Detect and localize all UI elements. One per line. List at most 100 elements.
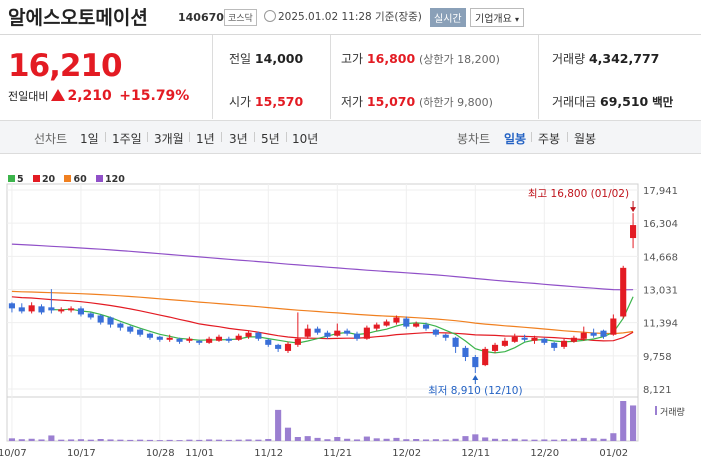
candle-body bbox=[334, 330, 341, 336]
candle-body bbox=[206, 338, 213, 343]
volume-bar bbox=[8, 438, 15, 441]
separator bbox=[254, 132, 255, 142]
period-10y[interactable]: 10년 bbox=[292, 132, 319, 146]
x-tick-label: 12/11 bbox=[461, 448, 490, 459]
up-triangle-icon bbox=[51, 89, 66, 101]
ma120-line bbox=[11, 243, 634, 291]
candle-body bbox=[324, 332, 331, 337]
candle-body bbox=[8, 303, 15, 309]
candle-body bbox=[590, 332, 597, 336]
separator bbox=[147, 132, 148, 142]
x-tick-label: 01/02 bbox=[599, 448, 628, 459]
y-tick-label: 11,394 bbox=[643, 319, 678, 330]
open-label: 시가 bbox=[229, 95, 252, 109]
lower-limit: (하한가 9,800) bbox=[419, 96, 493, 109]
y-tick-label: 14,668 bbox=[643, 252, 678, 263]
candle-body bbox=[77, 308, 85, 315]
volume-bar bbox=[304, 436, 311, 441]
volume-bar bbox=[403, 439, 410, 441]
period-1y[interactable]: 1년 bbox=[196, 132, 215, 146]
volume-label: 거래량 bbox=[552, 52, 586, 66]
candle-body bbox=[432, 329, 439, 335]
ma-legend: 5 20 60 120 bbox=[8, 174, 131, 185]
volume-bar bbox=[186, 439, 193, 441]
candle-body bbox=[275, 344, 282, 349]
period-1w[interactable]: 1주일 bbox=[112, 132, 142, 146]
candle-body bbox=[413, 323, 420, 327]
candle-body bbox=[344, 330, 351, 334]
volume-bar bbox=[265, 439, 272, 441]
chart-frame bbox=[6, 183, 639, 442]
period-3y[interactable]: 3년 bbox=[229, 132, 248, 146]
candle-body bbox=[610, 318, 617, 335]
volume-bar bbox=[324, 439, 331, 441]
candle-body bbox=[383, 321, 390, 326]
volume-bar bbox=[225, 439, 232, 441]
low-arrow-head bbox=[472, 375, 479, 381]
candle-body bbox=[166, 337, 173, 340]
volume-bar bbox=[442, 439, 449, 441]
separator bbox=[105, 132, 106, 142]
period-5y[interactable]: 5년 bbox=[261, 132, 280, 146]
change-label: 전일대비 bbox=[8, 90, 49, 103]
change-percent: +15.79% bbox=[119, 88, 190, 104]
period-1d[interactable]: 1일 bbox=[80, 132, 99, 146]
volume-label: 거래량 bbox=[660, 406, 685, 418]
high-value: 16,800 bbox=[366, 51, 416, 66]
candle-body bbox=[442, 334, 449, 338]
candle-body bbox=[87, 313, 94, 318]
candle-body bbox=[146, 333, 154, 338]
volume-bar bbox=[630, 405, 637, 441]
volume-bar bbox=[334, 437, 341, 441]
trade-value-cell: 거래대금 69,510 백만 bbox=[552, 93, 673, 110]
trade-value-unit: 백만 bbox=[652, 95, 674, 109]
candle-body bbox=[284, 343, 292, 351]
change-amount: 2,210 bbox=[67, 88, 112, 104]
volume-bar bbox=[87, 439, 94, 441]
volume-bar bbox=[393, 437, 400, 441]
candle-body bbox=[68, 308, 75, 311]
candle-body bbox=[137, 329, 144, 335]
volume-bar bbox=[580, 437, 587, 441]
company-info-dropdown[interactable]: 기업개요 ▾ bbox=[470, 8, 525, 27]
ma60-line bbox=[11, 290, 634, 335]
candle-body bbox=[314, 328, 321, 333]
candle-body bbox=[28, 305, 35, 312]
y-tick-label: 8,121 bbox=[643, 385, 672, 396]
candle-body bbox=[551, 342, 558, 348]
volume-bar bbox=[18, 439, 25, 441]
candle-body bbox=[482, 348, 489, 366]
y-tick-label: 9,758 bbox=[643, 352, 672, 363]
volume-bar bbox=[353, 439, 361, 441]
period-3m[interactable]: 3개월 bbox=[154, 132, 184, 146]
candle-body bbox=[235, 335, 242, 340]
candle-body bbox=[196, 340, 203, 343]
legend-ma60: 60 bbox=[64, 174, 87, 185]
volume-bar bbox=[255, 439, 262, 441]
legend-label: 120 bbox=[105, 174, 125, 185]
candle-body bbox=[363, 327, 370, 339]
legend-swatch bbox=[32, 175, 40, 182]
realtime-button[interactable]: 실시간 bbox=[430, 8, 466, 27]
candle-daily[interactable]: 일봉 bbox=[504, 132, 527, 146]
volume-bar bbox=[137, 439, 144, 441]
candle-body bbox=[176, 338, 183, 342]
candle-monthly[interactable]: 월봉 bbox=[574, 132, 597, 146]
candle-body bbox=[422, 324, 430, 329]
candle-weekly[interactable]: 주봉 bbox=[538, 132, 561, 146]
high-arrow-head bbox=[630, 207, 637, 213]
candle-body bbox=[156, 336, 163, 340]
volume-bar bbox=[472, 434, 479, 441]
volume-bar bbox=[38, 439, 45, 441]
volume-bar bbox=[590, 438, 597, 441]
x-tick-label: 10/28 bbox=[146, 448, 175, 459]
y-tick-label: 13,031 bbox=[643, 286, 678, 297]
volume-bar bbox=[373, 438, 380, 441]
volume-bar bbox=[482, 437, 489, 441]
stock-name: 알에스오토메이션 bbox=[8, 7, 148, 29]
x-tick-label: 11/01 bbox=[185, 448, 214, 459]
volume-bar bbox=[48, 435, 55, 441]
candle-body bbox=[127, 326, 134, 332]
price-change: 전일대비 2,210 +15.79% bbox=[8, 88, 189, 104]
